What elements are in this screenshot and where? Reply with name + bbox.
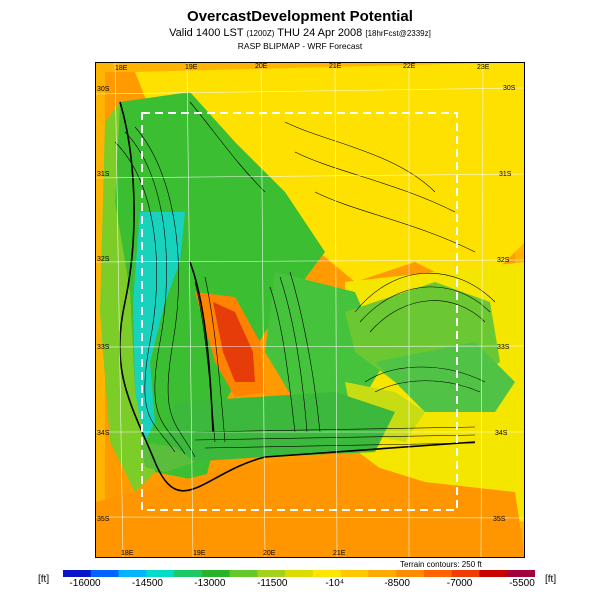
right-lat-label: 31S <box>499 171 512 178</box>
legend-swatch <box>90 570 120 577</box>
region-green-central <box>265 272 385 412</box>
forecast-source: RASP BLIPMAP - WRF Forecast <box>237 41 363 51</box>
legend-label: -16000 <box>69 578 101 589</box>
valid-time-main: Valid 1400 LST <box>169 27 244 39</box>
bottom-lon-label: 19E <box>193 550 206 557</box>
color-legend-bar <box>63 570 535 577</box>
legend-swatch <box>423 570 453 577</box>
map-title: OvercastDevelopment Potential <box>187 8 413 25</box>
top-lon-label: 23E <box>477 64 490 71</box>
region-lightgreen-west <box>100 102 155 492</box>
region-red-core <box>213 302 255 382</box>
region-green-southeast <box>375 342 515 412</box>
forecast-hour: [18hrFcst@2339z] <box>365 29 431 38</box>
legend-label: -10⁴ <box>325 578 345 589</box>
domain-boundary <box>141 112 458 511</box>
legend-label: -7000 <box>446 578 473 589</box>
valid-date: THU 24 Apr 2008 <box>277 27 363 39</box>
top-lon-label: 22E <box>403 63 416 70</box>
legend-swatch <box>312 570 342 577</box>
legend-swatch <box>285 570 314 577</box>
legend-label: -14500 <box>131 578 163 589</box>
legend-swatch <box>118 570 147 577</box>
top-lon-label: 21E <box>329 63 342 70</box>
valid-time-utc: (1200Z) <box>246 29 275 38</box>
legend-swatch <box>340 570 369 577</box>
bottom-longitude-labels: 18E 19E 20E 21E <box>121 550 346 557</box>
legend-label: -13000 <box>194 578 226 589</box>
top-lon-label: 18E <box>115 65 128 72</box>
right-lat-label: 30S <box>503 85 516 92</box>
left-lat-label: 35S <box>97 516 110 523</box>
legend-unit-right: [ft] <box>545 574 557 585</box>
legend-swatch <box>229 570 258 577</box>
legend-label: -5500 <box>509 578 535 589</box>
right-lat-label: 33S <box>497 344 510 351</box>
top-longitude-labels: 18E 19E 20E 21E 22E 23E <box>115 63 490 72</box>
left-latitude-labels: 30S 31S 32S 33S 34S 35S <box>97 86 110 523</box>
legend-swatch <box>257 570 286 577</box>
region-green-southwest <box>140 442 195 472</box>
bottom-lon-label: 21E <box>333 550 346 557</box>
grid-lines <box>95 62 525 558</box>
map-frame <box>95 62 525 558</box>
valid-time: Valid 1400 LST (1200Z) THU 24 Apr 2008 [… <box>0 27 600 39</box>
left-lat-label: 33S <box>97 344 110 351</box>
legend-swatch <box>507 570 535 577</box>
left-lat-label: 31S <box>97 171 110 178</box>
legend-swatch <box>146 570 175 577</box>
legend-swatch <box>174 570 203 577</box>
left-lat-label: 32S <box>97 256 110 263</box>
bottom-lon-label: 20E <box>263 550 276 557</box>
terrain-contour-note: Terrain contours: 250 ft <box>400 560 482 569</box>
legend-swatch <box>396 570 425 577</box>
coastline <box>119 101 476 492</box>
legend-label: -11500 <box>257 578 288 589</box>
region-orange-south <box>95 457 525 558</box>
left-lat-label: 34S <box>97 430 110 437</box>
region-yellow-north <box>135 62 525 292</box>
top-lon-label: 19E <box>185 64 198 71</box>
legend-swatch <box>368 570 397 577</box>
right-latitude-labels: 30S 31S 32S 33S 34S 35S <box>493 85 516 523</box>
bottom-lon-label: 18E <box>121 550 134 557</box>
region-cyan-west <box>133 212 185 442</box>
left-lat-label: 30S <box>97 86 110 93</box>
legend-swatch <box>201 570 231 577</box>
right-lat-label: 32S <box>497 257 510 264</box>
legend-unit-left: [ft] <box>38 574 50 585</box>
forecast-map: 18E 19E 20E 21E 22E 23E 18E 19E 20E 21E … <box>95 62 525 558</box>
legend-label: -8500 <box>384 578 410 589</box>
right-lat-label: 35S <box>493 516 506 523</box>
top-lon-label: 20E <box>255 63 268 70</box>
legend-swatch <box>451 570 480 577</box>
region-green-south <box>165 392 395 462</box>
right-lat-label: 34S <box>495 430 508 437</box>
legend-swatch <box>479 570 508 577</box>
legend-swatch <box>63 570 92 577</box>
